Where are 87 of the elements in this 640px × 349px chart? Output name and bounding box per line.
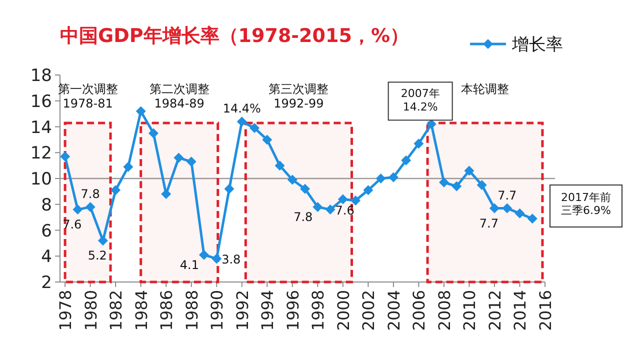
y-tick-label: 4 xyxy=(41,247,52,268)
point xyxy=(476,180,487,190)
legend: 增长率 xyxy=(470,35,563,55)
legend-label: 增长率 xyxy=(511,35,563,55)
point xyxy=(85,202,96,212)
point xyxy=(376,174,386,184)
band-label: 第二次调整 1984-89 xyxy=(149,82,210,110)
x-tick-label: 2000 xyxy=(334,290,353,331)
x-tick-label: 2008 xyxy=(434,290,454,331)
x-tick-label: 2012 xyxy=(485,290,504,331)
point xyxy=(363,185,374,196)
data-label: 7.6 xyxy=(62,218,82,232)
x-tick-label: 1984 xyxy=(132,290,151,331)
point xyxy=(426,119,436,130)
data-label: 7.7 xyxy=(479,216,498,230)
y-tick-label: 2 xyxy=(41,273,52,293)
point xyxy=(438,177,449,188)
point xyxy=(527,214,538,224)
x-tick-label: 2016 xyxy=(536,290,555,331)
x-tick-label: 1998 xyxy=(308,290,328,331)
point xyxy=(186,156,196,167)
data-label: 5.2 xyxy=(88,248,107,263)
x-tick-label: 2002 xyxy=(359,290,378,331)
point xyxy=(350,195,361,206)
x-tick-label: 1992 xyxy=(232,290,252,331)
x-tick-label: 1988 xyxy=(182,290,202,331)
point xyxy=(401,155,412,166)
point xyxy=(224,184,234,194)
x-tick-label: 1982 xyxy=(106,290,126,331)
point xyxy=(502,203,512,214)
point xyxy=(198,250,209,260)
point xyxy=(110,185,121,196)
x-tick-label: 2006 xyxy=(410,290,429,331)
point xyxy=(287,174,298,185)
y-tick-label: 16 xyxy=(30,92,52,112)
point xyxy=(212,254,222,264)
y-tick-label: 6 xyxy=(41,221,52,242)
point xyxy=(338,194,348,204)
point xyxy=(123,162,134,172)
point xyxy=(489,203,500,214)
point xyxy=(300,184,310,194)
point xyxy=(174,152,184,163)
x-tick-label: 2010 xyxy=(460,290,480,331)
x-tick-label: 1986 xyxy=(157,290,176,331)
point xyxy=(262,134,272,145)
point xyxy=(236,116,247,127)
data-label: 7.8 xyxy=(294,210,313,224)
point xyxy=(148,128,158,138)
x-tick-label: 1996 xyxy=(283,290,302,331)
data-label: 14.4% xyxy=(222,102,261,116)
point xyxy=(414,138,424,149)
band-label: 第一次调整 1978-81 xyxy=(58,82,118,110)
point xyxy=(161,189,172,200)
data-label: 4.1 xyxy=(180,258,199,272)
point xyxy=(452,181,462,192)
point xyxy=(136,106,146,116)
point xyxy=(514,208,525,218)
point xyxy=(325,204,336,215)
x-tick-label: 1990 xyxy=(208,290,227,331)
point xyxy=(250,123,260,134)
y-tick-label: 8 xyxy=(41,195,52,216)
point xyxy=(274,160,285,171)
x-tick-label: 1978 xyxy=(56,290,76,331)
y-tick-label: 12 xyxy=(30,144,52,164)
chart-title: 中国GDP年增长率（1978-2015，%） xyxy=(60,25,409,47)
point xyxy=(60,152,70,162)
annotation: 2007年 14.2% xyxy=(400,87,440,114)
data-label: 3.8 xyxy=(222,252,241,267)
x-tick-label: 2004 xyxy=(384,290,404,331)
x-tick-label: 1980 xyxy=(81,290,100,331)
point xyxy=(388,172,398,182)
y-tick-label: 18 xyxy=(30,66,52,86)
data-label: 7.6 xyxy=(335,204,354,218)
y-tick-label: 10 xyxy=(30,170,52,190)
y-tick-label: 14 xyxy=(30,118,52,138)
annotation: 2017年前三季6.9% xyxy=(550,184,622,228)
point xyxy=(312,202,323,212)
data-label: 7.8 xyxy=(80,186,100,201)
band-label: 本轮调整 xyxy=(461,82,510,96)
annotation: 2007年 14.2% xyxy=(388,82,453,121)
point xyxy=(98,236,108,246)
band-label: 第三次调整 1992-99 xyxy=(268,82,329,110)
point xyxy=(464,166,474,176)
data-label: 7.7 xyxy=(498,188,517,202)
point xyxy=(72,204,83,215)
x-tick-label: 1994 xyxy=(258,290,278,331)
x-tick-label: 2014 xyxy=(510,290,530,331)
